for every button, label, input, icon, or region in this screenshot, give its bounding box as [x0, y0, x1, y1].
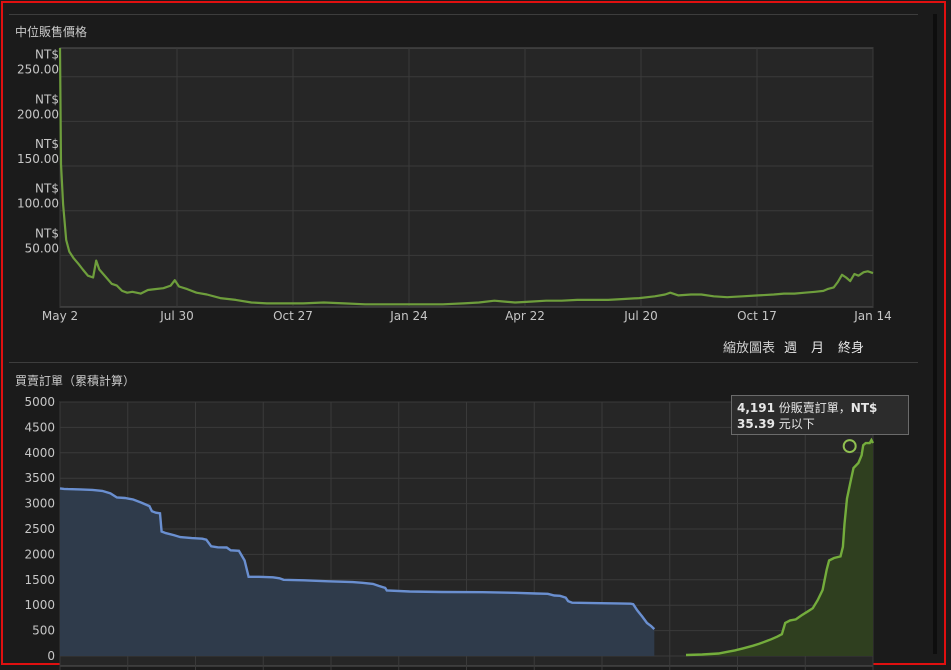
orders-y-tick: 2000 — [24, 547, 55, 561]
tooltip-count: 4,191 — [737, 401, 775, 415]
price-y-tick-value: 200.00 — [17, 107, 59, 121]
zoom-controls: 縮放圖表週月終身 — [723, 337, 864, 356]
price-x-tick: Apr 22 — [505, 309, 545, 323]
orders-y-tick: 3000 — [24, 497, 55, 511]
price-y-tick-value: 50.00 — [25, 241, 59, 255]
price-history-chart[interactable]: May 2 Jul 30 Oct 27 Jan 24 Apr 22 Jul 20 Oct 1… — [0, 0, 951, 340]
zoom-month-button[interactable]: 月 — [811, 341, 825, 356]
orders-y-tick: 500 — [32, 624, 55, 638]
orders-y-tick: 0 — [47, 649, 55, 663]
price-y-tick-currency: NT$ — [35, 226, 59, 240]
price-plot-area — [59, 47, 874, 308]
price-y-tick-value: 250.00 — [17, 63, 59, 77]
price-y-tick-value: 150.00 — [17, 152, 59, 166]
orders-y-tick: 2500 — [24, 522, 55, 536]
price-chart-title: 中位販售價格 — [15, 25, 88, 39]
zoom-label: 縮放圖表 — [723, 341, 776, 356]
order-book-chart[interactable]: 0 500 1000 1500 2000 2500 3000 3500 4000 4500 5000 — [0, 390, 951, 670]
order-tooltip: 4,191 份販賣訂單，NT$ 35.39 元以下 — [731, 395, 909, 435]
scrollbar-track[interactable] — [933, 14, 937, 654]
price-x-tick: Oct 27 — [273, 309, 313, 323]
price-x-tick: Jan 14 — [853, 309, 892, 323]
orders-y-tick: 1000 — [24, 598, 55, 612]
orders-y-tick: 5000 — [24, 395, 55, 409]
zoom-lifetime-button[interactable]: 終身 — [838, 341, 865, 356]
hover-marker — [842, 439, 857, 454]
price-x-tick: Oct 17 — [737, 309, 777, 323]
price-series-line — [58, 47, 874, 306]
tooltip-text2: 元以下 — [774, 417, 815, 431]
zoom-week-button[interactable]: 週 — [784, 341, 798, 356]
orders-y-tick: 3500 — [24, 471, 55, 485]
price-y-tick-value: 100.00 — [17, 197, 59, 211]
buy-orders-line — [59, 487, 656, 630]
tooltip-currency: NT$ — [850, 401, 878, 415]
price-y-tick-currency: NT$ — [35, 182, 59, 196]
orders-y-tick: 4500 — [24, 420, 55, 434]
price-x-tick: Jan 24 — [389, 309, 428, 323]
price-x-tick: Jul 20 — [623, 309, 658, 323]
orders-chart-title: 買賣訂單（累積計算） — [15, 374, 136, 388]
price-x-tick: May 2 — [42, 309, 78, 323]
price-y-tick-currency: NT$ — [35, 137, 59, 151]
price-y-tick-currency: NT$ — [35, 48, 59, 62]
tooltip-price: 35.39 — [737, 417, 775, 431]
sell-orders-area — [686, 440, 873, 656]
price-x-tick: Jul 30 — [159, 309, 194, 323]
orders-y-tick: 4000 — [24, 446, 55, 460]
sell-orders-line — [685, 437, 875, 657]
orders-y-tick: 1500 — [24, 573, 55, 587]
tooltip-text1: 份販賣訂單， — [774, 401, 851, 415]
buy-orders-area — [60, 488, 655, 656]
price-y-tick-currency: NT$ — [35, 92, 59, 106]
top-divider — [9, 14, 918, 15]
middle-divider — [9, 362, 918, 363]
